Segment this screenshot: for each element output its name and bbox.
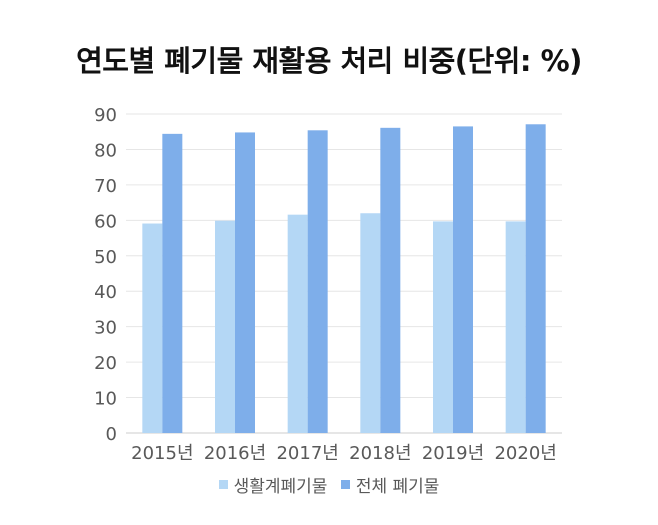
bar <box>453 126 473 434</box>
x-tick-label: 2018년 <box>349 443 411 464</box>
bar <box>525 124 546 433</box>
x-tick-label: 2015년 <box>131 443 193 464</box>
y-tick-label: 60 <box>94 211 117 232</box>
bar <box>360 213 381 433</box>
bar <box>287 214 308 433</box>
bar <box>142 223 163 433</box>
bar <box>215 220 235 433</box>
y-tick-label: 80 <box>94 140 117 161</box>
legend-label-total: 전체 폐기물 <box>355 477 440 497</box>
bar <box>307 130 328 433</box>
legend-swatch-total <box>340 480 350 489</box>
x-tick-label: 2019년 <box>422 443 484 464</box>
y-tick-label: 50 <box>94 247 117 268</box>
x-tick-label: 2017년 <box>276 443 338 464</box>
bar <box>162 133 183 434</box>
y-tick-label: 20 <box>94 353 117 374</box>
legend-label-household: 생활계폐기물 <box>233 477 328 497</box>
y-tick-label: 70 <box>94 176 117 197</box>
legend: 생활계폐기물 전체 폐기물 <box>0 472 658 497</box>
bar <box>380 127 401 433</box>
bar-chart: 0 10 20 30 40 50 60 70 80 90 2015년 2016년 2017년 2018년 2… <box>94 105 562 464</box>
legend-item-total: 전체 폐기물 <box>340 472 440 497</box>
y-tick-label: 90 <box>94 105 117 126</box>
y-tick-label: 0 <box>106 424 117 445</box>
bar <box>235 132 255 434</box>
legend-item-household: 생활계폐기물 <box>218 472 328 497</box>
y-tick-label: 40 <box>94 282 117 303</box>
chart-title: 연도별 폐기물 재활용 처리 비중(단위: %) <box>76 44 582 78</box>
y-tick-label: 30 <box>94 318 117 339</box>
x-tick-label: 2016년 <box>204 443 266 464</box>
x-tick-label: 2020년 <box>494 443 556 464</box>
bar <box>433 221 453 433</box>
y-tick-label: 10 <box>94 389 117 410</box>
legend-swatch-household <box>218 480 228 489</box>
bar <box>505 221 526 433</box>
